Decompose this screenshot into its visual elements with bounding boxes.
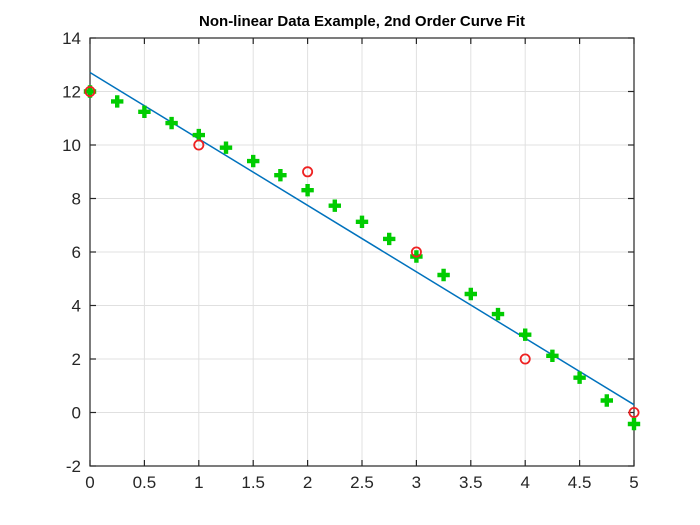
plus-marker — [573, 371, 586, 384]
plus-marker — [165, 116, 178, 130]
plus-marker — [519, 328, 532, 341]
x-tick-label: 3 — [412, 473, 421, 492]
tick-marks — [89, 37, 635, 467]
plus-marker — [491, 307, 505, 321]
chart-title: Non-linear Data Example, 2nd Order Curve… — [199, 13, 525, 30]
plus-marker — [111, 95, 124, 108]
plus-marker — [301, 184, 314, 197]
circle-marker — [302, 166, 314, 178]
circle-marker — [410, 246, 422, 258]
y-tick-label: 14 — [62, 29, 81, 48]
y-tick-label: 12 — [62, 83, 81, 102]
x-tick-label: 4.5 — [568, 473, 592, 492]
y-tick-label: 0 — [72, 404, 81, 423]
series-data-points — [84, 86, 640, 418]
circle-marker — [519, 353, 531, 365]
plus-marker — [546, 349, 559, 362]
x-tick-label: 5 — [629, 473, 638, 492]
plus-marker — [247, 154, 260, 168]
circle-marker — [628, 406, 640, 418]
y-tick-label: 10 — [62, 136, 81, 155]
x-tick-label: 1 — [194, 473, 203, 492]
plus-marker — [437, 268, 450, 282]
y-tick-labels: -2 0 2 4 6 8 10 12 14 — [62, 29, 81, 476]
x-tick-label: 4 — [520, 473, 529, 492]
x-tick-label: 3.5 — [459, 473, 483, 492]
plus-marker — [328, 199, 341, 212]
y-tick-label: 6 — [72, 243, 81, 262]
grid-lines — [89, 37, 635, 467]
series-second-order-fit-points — [83, 85, 641, 431]
circle-marker — [84, 86, 96, 98]
plus-marker — [355, 215, 369, 228]
plus-marker — [383, 232, 396, 246]
plus-marker — [627, 417, 641, 431]
plus-marker — [192, 128, 205, 142]
series-linear-fit-line — [89, 71, 635, 406]
y-tick-label: 8 — [72, 190, 81, 209]
y-tick-label: 4 — [72, 297, 81, 316]
plus-marker — [138, 105, 151, 118]
plus-marker — [274, 169, 287, 182]
plus-marker — [600, 394, 613, 407]
circle-marker — [193, 139, 205, 151]
plus-marker — [219, 141, 233, 154]
x-tick-labels: 0 0.5 1 1.5 2 2.5 3 3.5 4 4.5 5 — [85, 473, 638, 492]
fit-line — [89, 71, 635, 406]
y-tick-label: -2 — [66, 457, 81, 476]
plus-marker — [464, 287, 477, 301]
x-tick-label: 0 — [85, 473, 94, 492]
x-tick-label: 1.5 — [241, 473, 265, 492]
y-tick-label: 2 — [72, 350, 81, 369]
x-tick-label: 0.5 — [133, 473, 157, 492]
x-tick-label: 2 — [303, 473, 312, 492]
x-tick-label: 2.5 — [350, 473, 374, 492]
